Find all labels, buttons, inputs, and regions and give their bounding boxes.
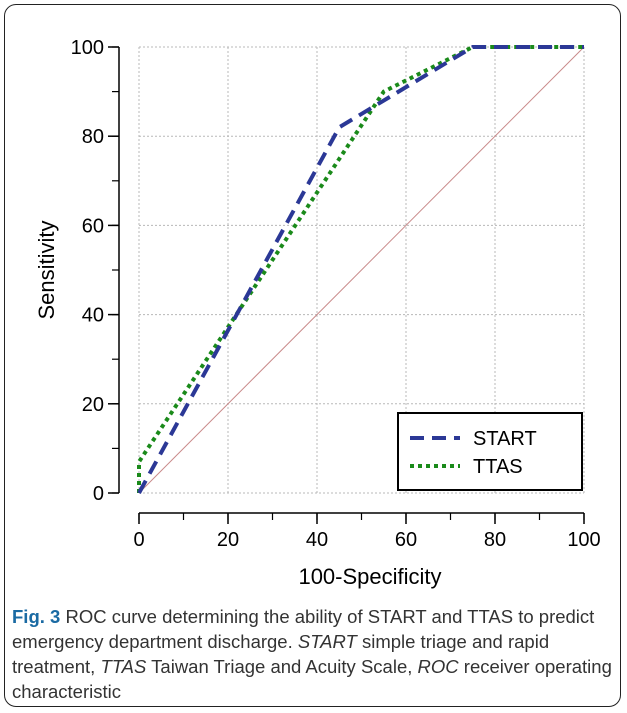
caption-abbr-roc: ROC	[417, 656, 459, 677]
caption-text-3: Taiwan Triage and Acuity Scale,	[146, 656, 418, 677]
legend-label-ttas: TTAS	[473, 456, 523, 478]
caption-text-4: receiver operating characteristic	[12, 656, 612, 702]
roc-chart: 0 20 40 60 80 100 0 20 40 60 80 100 100-Specificit…	[34, 37, 601, 589]
legend-label-start: START	[473, 428, 537, 450]
x-tick-label-3: 60	[395, 529, 417, 551]
series-layer	[137, 45, 584, 494]
y-tick-label-2: 40	[82, 305, 104, 327]
figure-frame	[4, 4, 621, 707]
y-tick-label-4: 80	[82, 126, 104, 148]
x-tick-label-0: 0	[133, 529, 144, 551]
x-axis-label: 100-Specificity	[298, 564, 441, 589]
legend-box	[397, 412, 583, 491]
x-tick-label-4: 80	[484, 529, 506, 551]
figure-caption: Fig. 3 ROC curve determining the ability…	[12, 604, 612, 704]
y-axis-ticks: 0 20 40 60 80 100	[71, 37, 119, 505]
caption-abbr-start: START	[297, 631, 357, 652]
reference-diagonal-line	[138, 46, 585, 494]
series-line-start	[137, 45, 584, 494]
legend: START TTAS	[397, 412, 583, 491]
x-tick-label-5: 100	[567, 529, 600, 551]
series-line-ttas	[137, 45, 584, 493]
caption-text-2: simple triage and rapid treatment,	[12, 631, 550, 677]
y-tick-label-0: 0	[93, 483, 104, 505]
x-tick-label-1: 20	[217, 529, 239, 551]
x-axis-ticks: 0 20 40 60 80 100	[133, 513, 601, 551]
y-axis-label: Sensitivity	[34, 220, 59, 319]
x-tick-label-2: 40	[306, 529, 328, 551]
caption-text-1: ROC curve determining the ability of STA…	[12, 606, 595, 652]
y-tick-label-5: 100	[71, 37, 104, 59]
y-tick-label-3: 60	[82, 215, 104, 237]
figure-label: Fig. 3	[12, 606, 61, 627]
y-tick-label-1: 20	[82, 394, 104, 416]
caption-abbr-ttas: TTAS	[100, 656, 147, 677]
